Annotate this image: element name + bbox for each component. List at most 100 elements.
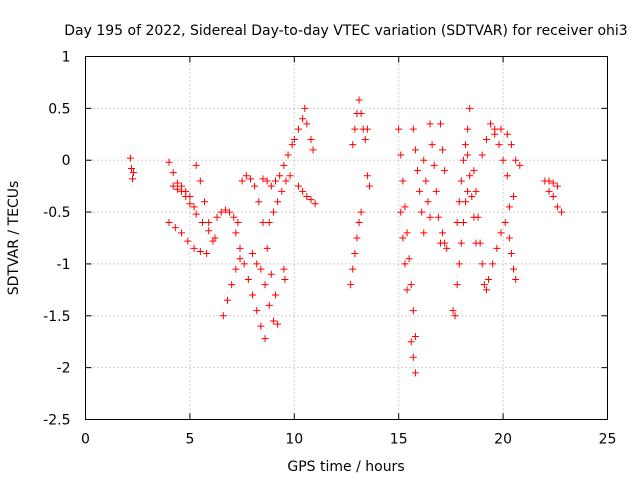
data-point (416, 187, 424, 195)
x-tick-label: 10 (285, 432, 303, 448)
data-point (299, 115, 307, 123)
data-point (482, 286, 490, 294)
data-point (453, 281, 461, 289)
data-point (303, 193, 311, 201)
data-point (468, 193, 476, 201)
data-point (395, 125, 403, 133)
data-point (439, 229, 447, 237)
data-point (503, 130, 511, 138)
data-point (192, 210, 200, 218)
data-point (280, 161, 288, 169)
data-point (223, 296, 231, 304)
data-point (234, 218, 242, 226)
data-point (397, 151, 405, 159)
data-point (462, 141, 470, 149)
data-point (259, 218, 267, 226)
data-point (510, 265, 518, 273)
data-point (217, 208, 225, 216)
data-point (441, 239, 449, 247)
data-point (495, 141, 503, 149)
data-point (407, 338, 415, 346)
trace-t6 (213, 206, 242, 226)
trace-t30 (464, 151, 480, 247)
data-point (432, 187, 440, 195)
data-point (255, 198, 263, 206)
data-point (482, 135, 490, 143)
data-point (244, 275, 252, 283)
data-point (464, 151, 472, 159)
data-point (278, 187, 286, 195)
data-point (182, 187, 190, 195)
data-point (409, 307, 417, 315)
data-point (169, 169, 177, 177)
data-point (466, 104, 474, 112)
data-point (441, 167, 449, 175)
trace-t4 (169, 182, 198, 211)
data-point (474, 213, 482, 221)
data-point (303, 120, 311, 128)
data-point (272, 177, 280, 185)
data-point (480, 281, 488, 289)
data-point (265, 301, 273, 309)
data-point (459, 156, 467, 164)
data-point (276, 172, 284, 180)
data-point (430, 161, 438, 169)
trace-t3 (165, 218, 211, 258)
data-point (489, 260, 497, 268)
data-point (311, 200, 319, 208)
data-point (205, 227, 213, 235)
data-point (249, 250, 257, 258)
data-point (464, 125, 472, 133)
data-point (411, 369, 419, 377)
data-point (553, 203, 561, 211)
data-point (497, 229, 505, 237)
data-point (263, 177, 271, 185)
trace-t31 (470, 167, 490, 294)
data-point (512, 275, 520, 283)
data-point (507, 250, 515, 258)
data-point (307, 135, 315, 143)
x-axis-ticks: 0 5 10 15 20 25 (81, 56, 616, 448)
data-point (173, 185, 181, 193)
data-point (363, 172, 371, 180)
y-axis-ticks: -2.5 -2 -1.5 -1 -0.5 0 0.5 1 (43, 50, 608, 429)
data-point (173, 179, 181, 187)
trace-t34 (491, 125, 524, 169)
data-point (459, 218, 467, 226)
data-point (457, 177, 465, 185)
data-point (426, 120, 434, 128)
data-point (186, 200, 194, 208)
trace-t14 (290, 104, 317, 154)
trace-t20 (397, 208, 411, 294)
data-point (290, 135, 298, 143)
data-point (294, 125, 302, 133)
data-point (192, 161, 200, 169)
x-tick-label: 5 (185, 432, 194, 448)
trace-t13 (280, 265, 289, 283)
data-point (493, 244, 501, 252)
data-point (309, 146, 317, 154)
y-tick-label: -1 (57, 257, 71, 273)
trace-t33 (484, 193, 518, 283)
data-point (443, 244, 451, 252)
data-point (355, 218, 363, 226)
trace-t37 (545, 177, 561, 190)
data-point (455, 198, 463, 206)
data-point (499, 156, 507, 164)
data-point (178, 182, 186, 190)
data-point (246, 175, 254, 183)
data-point (353, 234, 361, 242)
data-point (261, 335, 269, 343)
data-point (269, 317, 277, 325)
data-point (487, 120, 495, 128)
data-point (284, 151, 292, 159)
data-point (355, 96, 363, 104)
data-point (397, 208, 405, 216)
data-point (399, 234, 407, 242)
data-point (455, 260, 463, 268)
trace-t27 (441, 239, 451, 252)
trace-t17 (349, 96, 371, 149)
trace-t32 (478, 120, 511, 180)
trace-t8 (232, 229, 269, 343)
